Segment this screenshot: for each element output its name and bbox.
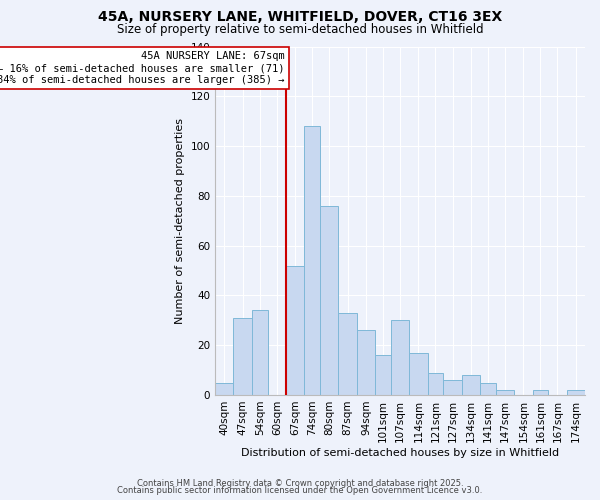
Bar [443,380,462,395]
Bar [428,372,443,395]
Bar [496,390,514,395]
Bar [480,382,496,395]
X-axis label: Distribution of semi-detached houses by size in Whitfield: Distribution of semi-detached houses by … [241,448,559,458]
Bar [320,206,338,395]
Bar [462,375,480,395]
Y-axis label: Number of semi-detached properties: Number of semi-detached properties [175,118,185,324]
Text: 45A, NURSERY LANE, WHITFIELD, DOVER, CT16 3EX: 45A, NURSERY LANE, WHITFIELD, DOVER, CT1… [98,10,502,24]
Text: 45A NURSERY LANE: 67sqm
← 16% of semi-detached houses are smaller (71)
84% of se: 45A NURSERY LANE: 67sqm ← 16% of semi-de… [0,52,284,84]
Text: Contains public sector information licensed under the Open Government Licence v3: Contains public sector information licen… [118,486,482,495]
Bar [233,318,252,395]
Text: Contains HM Land Registry data © Crown copyright and database right 2025.: Contains HM Land Registry data © Crown c… [137,478,463,488]
Text: Size of property relative to semi-detached houses in Whitfield: Size of property relative to semi-detach… [116,22,484,36]
Bar [409,352,428,395]
Bar [252,310,268,395]
Bar [533,390,548,395]
Bar [286,266,304,395]
Bar [338,313,357,395]
Bar [391,320,409,395]
Bar [304,126,320,395]
Bar [357,330,375,395]
Bar [375,355,391,395]
Bar [566,390,585,395]
Bar [215,382,233,395]
